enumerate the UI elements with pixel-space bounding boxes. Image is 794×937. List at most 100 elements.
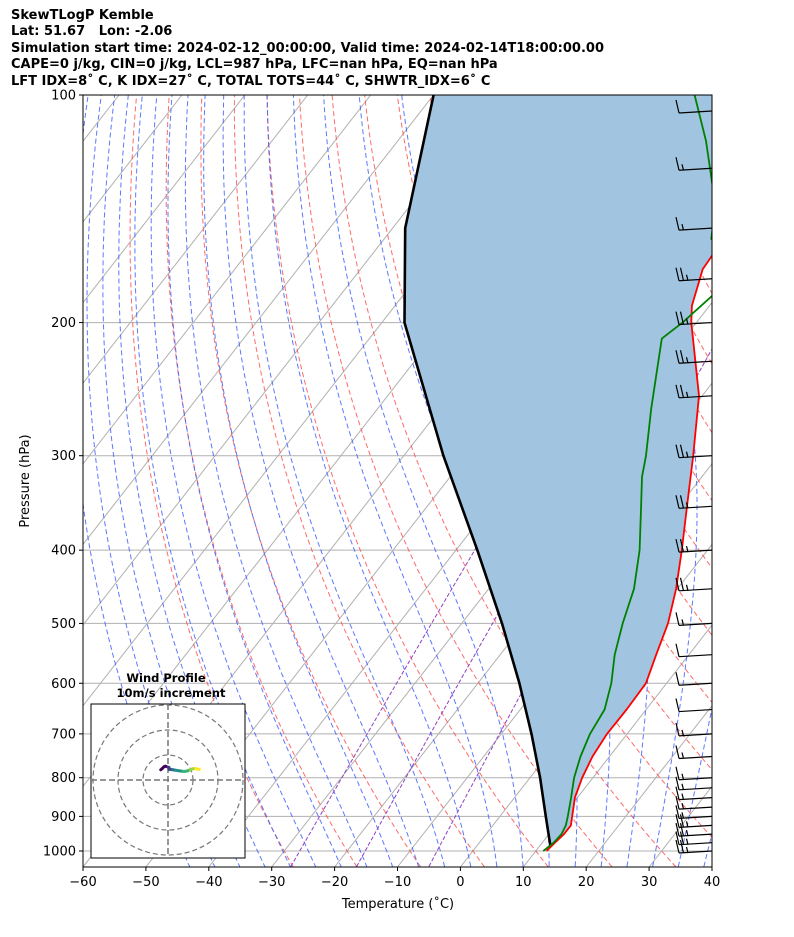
moist-adiabat-line xyxy=(118,95,266,867)
barb-flag xyxy=(681,802,685,810)
moist-adiabat-line xyxy=(323,95,524,867)
barb-staff xyxy=(678,833,713,837)
y-tick-label: 200 xyxy=(51,316,76,331)
barb-flag xyxy=(675,612,680,626)
parcel-shade-area xyxy=(404,95,712,847)
isotherm-line xyxy=(83,95,246,304)
wind-barb xyxy=(675,831,713,846)
barb-flag xyxy=(679,267,685,281)
station-title: SkewTLogP Kemble xyxy=(11,8,154,23)
barb-flag xyxy=(679,350,685,364)
barb-staff xyxy=(678,505,713,509)
wind-barb xyxy=(675,350,713,364)
barb-flag xyxy=(681,783,685,790)
isotherm-line xyxy=(522,624,712,867)
temperature-line xyxy=(545,254,712,852)
barb-staff xyxy=(678,588,713,592)
y-tick-label: 400 xyxy=(51,544,76,559)
barb-flag xyxy=(679,814,685,828)
barb-flag xyxy=(685,829,689,837)
wind-barb xyxy=(675,384,713,399)
isotherm-line xyxy=(585,704,712,867)
barb-flag xyxy=(685,502,689,509)
y-axis-label: Pressure (hPa) xyxy=(18,434,33,527)
stability-indices: LFT IDX=8˚ C, K IDX=27˚ C, TOTAL TOTS=44… xyxy=(11,73,491,89)
barb-flag xyxy=(675,698,680,712)
barb-flag xyxy=(679,831,685,845)
wind-barb xyxy=(675,839,713,854)
wind-barb xyxy=(675,722,713,737)
hodograph-title: Wind Profile xyxy=(126,671,206,685)
y-tick-label: 500 xyxy=(51,617,76,632)
wind-barb xyxy=(675,786,713,801)
barb-flag xyxy=(675,814,680,828)
barb-flag xyxy=(675,157,680,171)
moist-adiabat-line xyxy=(167,95,342,867)
wind-barb xyxy=(675,444,713,459)
barb-flag xyxy=(681,812,685,819)
moist-adiabat-line xyxy=(703,831,712,867)
barb-staff xyxy=(678,733,713,737)
barb-flag xyxy=(675,839,680,854)
barb-flag xyxy=(675,216,680,231)
barb-flag xyxy=(685,274,689,281)
barb-staff xyxy=(678,110,713,114)
wind-barb xyxy=(675,539,713,553)
barb-staff xyxy=(678,797,713,801)
barb-flag xyxy=(685,357,689,364)
barb-flag xyxy=(675,99,680,114)
wind-barbs xyxy=(675,99,713,854)
dry-adiabat-line xyxy=(165,95,358,867)
moist-adiabat-line xyxy=(222,95,420,867)
barb-staff xyxy=(678,708,713,713)
mixing-ratio-line xyxy=(290,153,712,867)
y-tick-label: 700 xyxy=(51,727,76,742)
barb-flag xyxy=(675,495,680,509)
barb-flag xyxy=(679,384,685,398)
barb-staff xyxy=(678,806,713,810)
barb-flag xyxy=(675,577,680,591)
barb-staff xyxy=(678,850,713,854)
wind-barb xyxy=(675,267,713,282)
y-tick-label: 900 xyxy=(51,810,76,825)
x-tick-label: 40 xyxy=(704,875,721,890)
barb-flag xyxy=(685,546,689,553)
barb-flag xyxy=(675,722,680,737)
barb-flag xyxy=(675,805,680,819)
barb-staff xyxy=(678,787,713,791)
dry-adiabat-line xyxy=(266,95,549,867)
barb-flag xyxy=(679,495,685,509)
barb-flag xyxy=(675,350,680,364)
barb-flag xyxy=(681,793,685,800)
barb-flag xyxy=(681,773,685,780)
barb-staff xyxy=(678,777,713,781)
barb-staff xyxy=(678,842,713,846)
y-tick-label: 1000 xyxy=(43,844,76,859)
barb-flag xyxy=(681,752,685,759)
wind-barb xyxy=(675,805,713,819)
parcel-path-line xyxy=(403,95,552,847)
barb-flag xyxy=(685,451,689,458)
isotherm-line xyxy=(711,866,712,867)
wind-barb xyxy=(675,99,713,114)
wind-barb xyxy=(675,612,713,627)
wind-barb xyxy=(675,311,713,326)
isotherm-line xyxy=(83,95,309,384)
barb-flag xyxy=(679,839,685,854)
barb-flag xyxy=(675,311,680,325)
wind-barb xyxy=(675,776,713,791)
x-tick-label: −50 xyxy=(132,875,159,890)
barb-flag xyxy=(675,823,680,837)
isotherm-line xyxy=(83,95,434,546)
moist-adiabat-line xyxy=(134,95,291,867)
barb-flag xyxy=(685,584,689,591)
barb-flag xyxy=(681,729,685,737)
convective-parameters: CAPE=0 j/kg, CIN=0 j/kg, LCL=987 hPa, LF… xyxy=(11,57,498,73)
simulation-times: Simulation start time: 2024-02-12_00:00:… xyxy=(11,40,604,56)
moist-adiabat-line xyxy=(292,95,498,867)
barb-staff xyxy=(678,682,713,686)
barb-staff xyxy=(678,360,713,364)
barb-flag xyxy=(675,831,680,845)
wind-barb xyxy=(675,823,713,837)
